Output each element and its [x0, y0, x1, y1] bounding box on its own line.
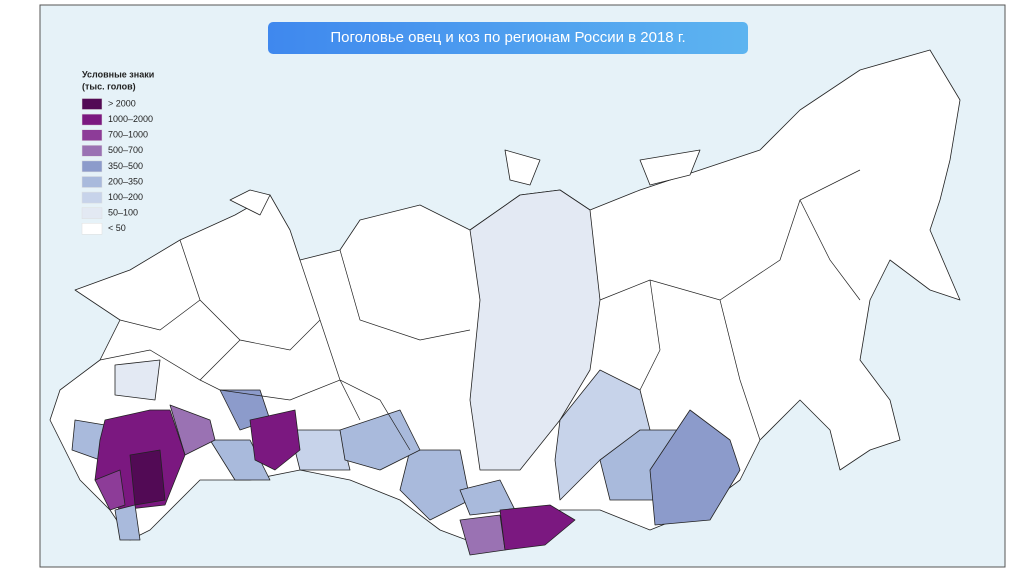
legend-label: 700–1000	[108, 130, 148, 140]
legend-title: (тыс. голов)	[82, 81, 136, 91]
legend-swatch	[81, 145, 103, 157]
region	[649, 409, 741, 526]
region-border	[199, 379, 411, 451]
legend-label: 1000–2000	[108, 114, 153, 124]
region	[249, 409, 301, 471]
region-border	[339, 249, 471, 341]
region	[289, 429, 351, 471]
region	[339, 409, 421, 471]
region-border	[119, 299, 201, 331]
region-border	[639, 279, 661, 391]
legend-label: < 50	[108, 223, 126, 233]
map-title: Поголовье овец и коз по регионам России …	[330, 29, 685, 46]
region-border	[99, 339, 241, 381]
legend-swatch	[81, 160, 103, 173]
legend-swatch	[81, 223, 103, 235]
region-border	[719, 299, 761, 441]
region	[94, 469, 126, 511]
legend-swatch	[81, 113, 103, 126]
region	[504, 149, 541, 186]
region	[399, 449, 471, 521]
legend-swatch	[81, 176, 103, 188]
legend-label: 500–700	[108, 145, 143, 155]
legend-label: > 2000	[108, 98, 136, 108]
legend-swatch	[81, 207, 103, 219]
legend: Условные знаки (тыс. голов) > 2000 1000–2…	[81, 69, 154, 235]
title-box	[268, 22, 748, 54]
region	[499, 504, 576, 551]
region-border	[599, 169, 861, 301]
legend-label: 350–500	[108, 161, 143, 171]
regions	[49, 49, 961, 556]
region	[114, 359, 161, 401]
legend-swatch	[81, 191, 103, 204]
region-border	[799, 199, 861, 301]
region	[229, 189, 271, 216]
legend-swatch	[81, 98, 103, 110]
legend-label: 200–350	[108, 176, 143, 186]
legend-title: Условные знаки	[82, 69, 154, 79]
region	[639, 149, 701, 186]
legend-label: 100–200	[108, 192, 143, 202]
region	[129, 449, 166, 506]
legend-swatch	[81, 129, 103, 141]
region	[469, 189, 601, 471]
region-border	[299, 259, 361, 421]
region	[114, 504, 141, 541]
legend-label: 50–100	[108, 208, 138, 218]
